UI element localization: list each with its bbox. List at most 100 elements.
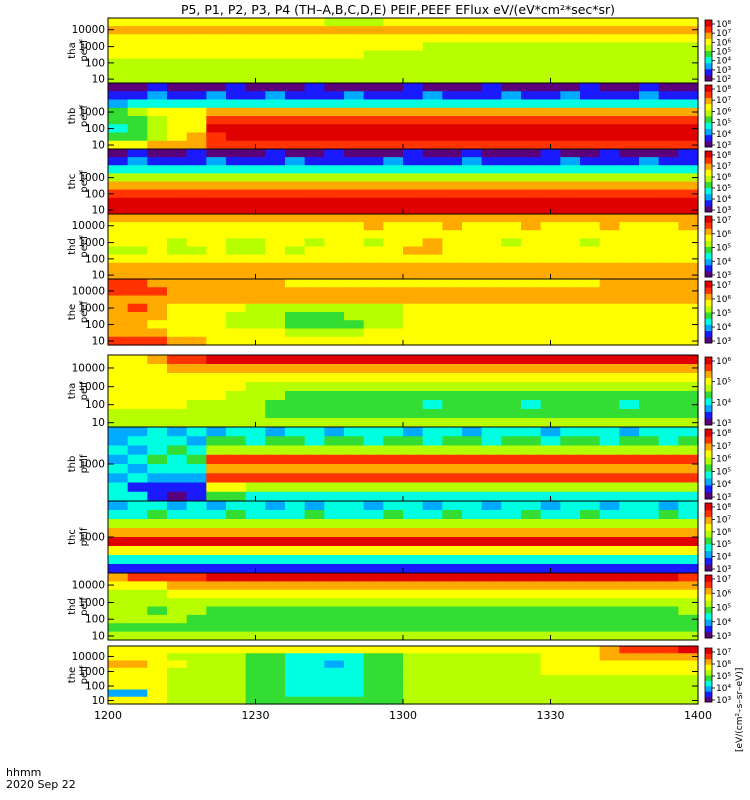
heatmap-cell xyxy=(265,528,286,538)
heatmap-cell xyxy=(560,382,581,392)
heatmap-cell xyxy=(226,262,247,272)
heatmap-cell xyxy=(580,614,601,624)
heatmap-cell xyxy=(108,34,129,43)
heatmap-cell xyxy=(245,83,266,92)
heatmap-cell xyxy=(658,564,679,574)
heatmap-cell xyxy=(678,173,699,183)
colorbar-tick-label: 10⁵ xyxy=(716,540,731,550)
heatmap-cell xyxy=(167,682,188,691)
heatmap-cell xyxy=(403,295,424,305)
heatmap-cell xyxy=(147,205,168,215)
heatmap-cell xyxy=(678,606,699,616)
heatmap-cell xyxy=(501,445,522,456)
heatmap-cell xyxy=(481,623,502,633)
heatmap-cell xyxy=(304,124,325,134)
heatmap-cell xyxy=(658,614,679,624)
heatmap-cell xyxy=(481,409,502,419)
heatmap-cell xyxy=(344,124,365,134)
heatmap-cell xyxy=(403,510,424,520)
heatmap-cell xyxy=(383,382,404,392)
heatmap-cell xyxy=(501,262,522,272)
heatmap-cell xyxy=(147,409,168,419)
heatmap-cell xyxy=(127,124,148,134)
heatmap-cell xyxy=(147,238,168,248)
heatmap-cell xyxy=(403,262,424,272)
heatmap-cell xyxy=(383,646,404,654)
heatmap-cell xyxy=(658,646,679,654)
heatmap-cell xyxy=(422,409,443,419)
heatmap-cell xyxy=(304,279,325,288)
heatmap-cell xyxy=(403,519,424,529)
colorbar-step xyxy=(705,281,712,288)
heatmap-cell xyxy=(147,50,168,60)
heatmap-cell xyxy=(186,491,207,502)
heatmap-cell xyxy=(540,598,561,608)
heatmap-cell xyxy=(658,107,679,117)
heatmap-cell xyxy=(639,140,660,150)
heatmap-cell xyxy=(678,18,699,27)
heatmap-cell xyxy=(344,287,365,297)
heatmap-cell xyxy=(304,238,325,248)
heatmap-cell xyxy=(245,409,266,419)
heatmap-cell xyxy=(442,555,463,565)
heatmap-cell xyxy=(108,373,129,383)
heatmap-cell xyxy=(442,254,463,264)
heatmap-cell xyxy=(658,312,679,321)
heatmap-cell xyxy=(344,355,365,365)
heatmap-cell xyxy=(422,50,443,60)
heatmap-cell xyxy=(167,173,188,183)
heatmap-cell xyxy=(560,83,581,92)
heatmap-cell xyxy=(678,254,699,264)
heatmap-cell xyxy=(658,99,679,109)
heatmap-cell xyxy=(285,464,306,474)
heatmap-cell xyxy=(462,391,483,401)
heatmap-cell xyxy=(285,653,306,662)
heatmap-cell xyxy=(422,91,443,101)
heatmap-cell xyxy=(108,18,129,27)
heatmap-cell xyxy=(481,445,502,456)
heatmap-cell xyxy=(678,598,699,608)
heatmap-cell xyxy=(619,473,640,484)
heatmap-cell xyxy=(304,26,325,35)
heatmap-cell xyxy=(383,74,404,84)
heatmap-cell xyxy=(639,238,660,248)
heatmap-cell xyxy=(265,246,286,256)
heatmap-cell xyxy=(344,66,365,76)
heatmap-cell xyxy=(206,660,227,669)
heatmap-cell xyxy=(206,254,227,264)
heatmap-cell xyxy=(599,222,620,231)
heatmap-cell xyxy=(501,373,522,383)
heatmap-cell xyxy=(560,675,581,683)
heatmap-cell xyxy=(619,34,640,43)
heatmap-cell xyxy=(245,501,266,511)
heatmap-cell xyxy=(521,482,542,493)
heatmap-cell xyxy=(147,364,168,374)
heatmap-cell xyxy=(324,598,345,608)
heatmap-cell xyxy=(658,667,679,676)
heatmap-cell xyxy=(678,214,699,223)
heatmap-cell xyxy=(422,230,443,239)
heatmap-cell xyxy=(363,254,384,264)
heatmap-cell xyxy=(481,157,502,166)
heatmap-cell xyxy=(324,589,345,599)
heatmap-cell xyxy=(147,18,168,27)
heatmap-cell xyxy=(363,501,384,511)
heatmap-cell xyxy=(442,696,463,705)
heatmap-cell xyxy=(285,454,306,465)
heatmap-cell xyxy=(658,181,679,191)
heatmap-cell xyxy=(462,246,483,256)
heatmap-cell xyxy=(186,682,207,691)
heatmap-cell xyxy=(521,427,542,437)
heatmap-cell xyxy=(206,197,227,207)
heatmap-cell xyxy=(422,214,443,223)
heatmap-cell xyxy=(521,270,542,280)
heatmap-cell xyxy=(521,99,542,109)
heatmap-cell xyxy=(481,197,502,207)
heatmap-cell xyxy=(285,400,306,410)
heatmap-cell xyxy=(442,295,463,305)
heatmap-cell xyxy=(540,537,561,547)
heatmap-cell xyxy=(363,197,384,207)
heatmap-cell xyxy=(226,382,247,392)
heatmap-cell xyxy=(383,173,404,183)
